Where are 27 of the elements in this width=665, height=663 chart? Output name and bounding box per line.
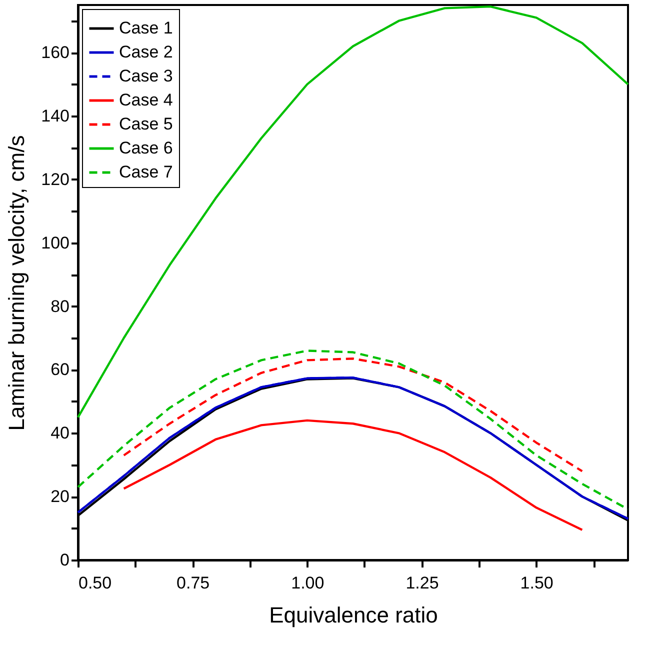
line-series (76, 5, 630, 418)
legend-label: Case 4 (119, 90, 173, 110)
x-axis-title: Equivalence ratio (269, 602, 438, 628)
y-tick-label: 20 (50, 487, 70, 506)
x-tick-label: 0.50 (78, 574, 112, 592)
y-tick-label: 100 (41, 233, 70, 252)
legend-label: Case 1 (119, 18, 173, 38)
line-series (122, 358, 584, 472)
x-tick-label: 1.25 (406, 574, 439, 592)
y-tick-label: 80 (50, 296, 70, 316)
x-tick-label: 1.50 (520, 574, 554, 592)
y-tick-label: 120 (41, 170, 70, 189)
legend-label: Case 6 (119, 138, 173, 158)
line-series (122, 419, 584, 531)
y-tick-label: 0 (60, 550, 70, 570)
y-tick-label: 140 (41, 106, 70, 126)
x-tick-label: 0.75 (176, 574, 210, 592)
legend-label: Case 3 (119, 66, 173, 86)
legend-label: Case 7 (119, 162, 173, 182)
y-tick-label: 160 (41, 43, 70, 62)
y-tick-label: 40 (50, 424, 70, 443)
y-tick-label: 60 (50, 360, 70, 380)
legend-label: Case 5 (119, 114, 173, 134)
x-tick-label: 1.00 (291, 574, 324, 592)
legend-label: Case 2 (119, 42, 173, 62)
y-axis-title: Laminar burning velocity, cm/s (4, 135, 30, 431)
line-series (76, 350, 630, 510)
